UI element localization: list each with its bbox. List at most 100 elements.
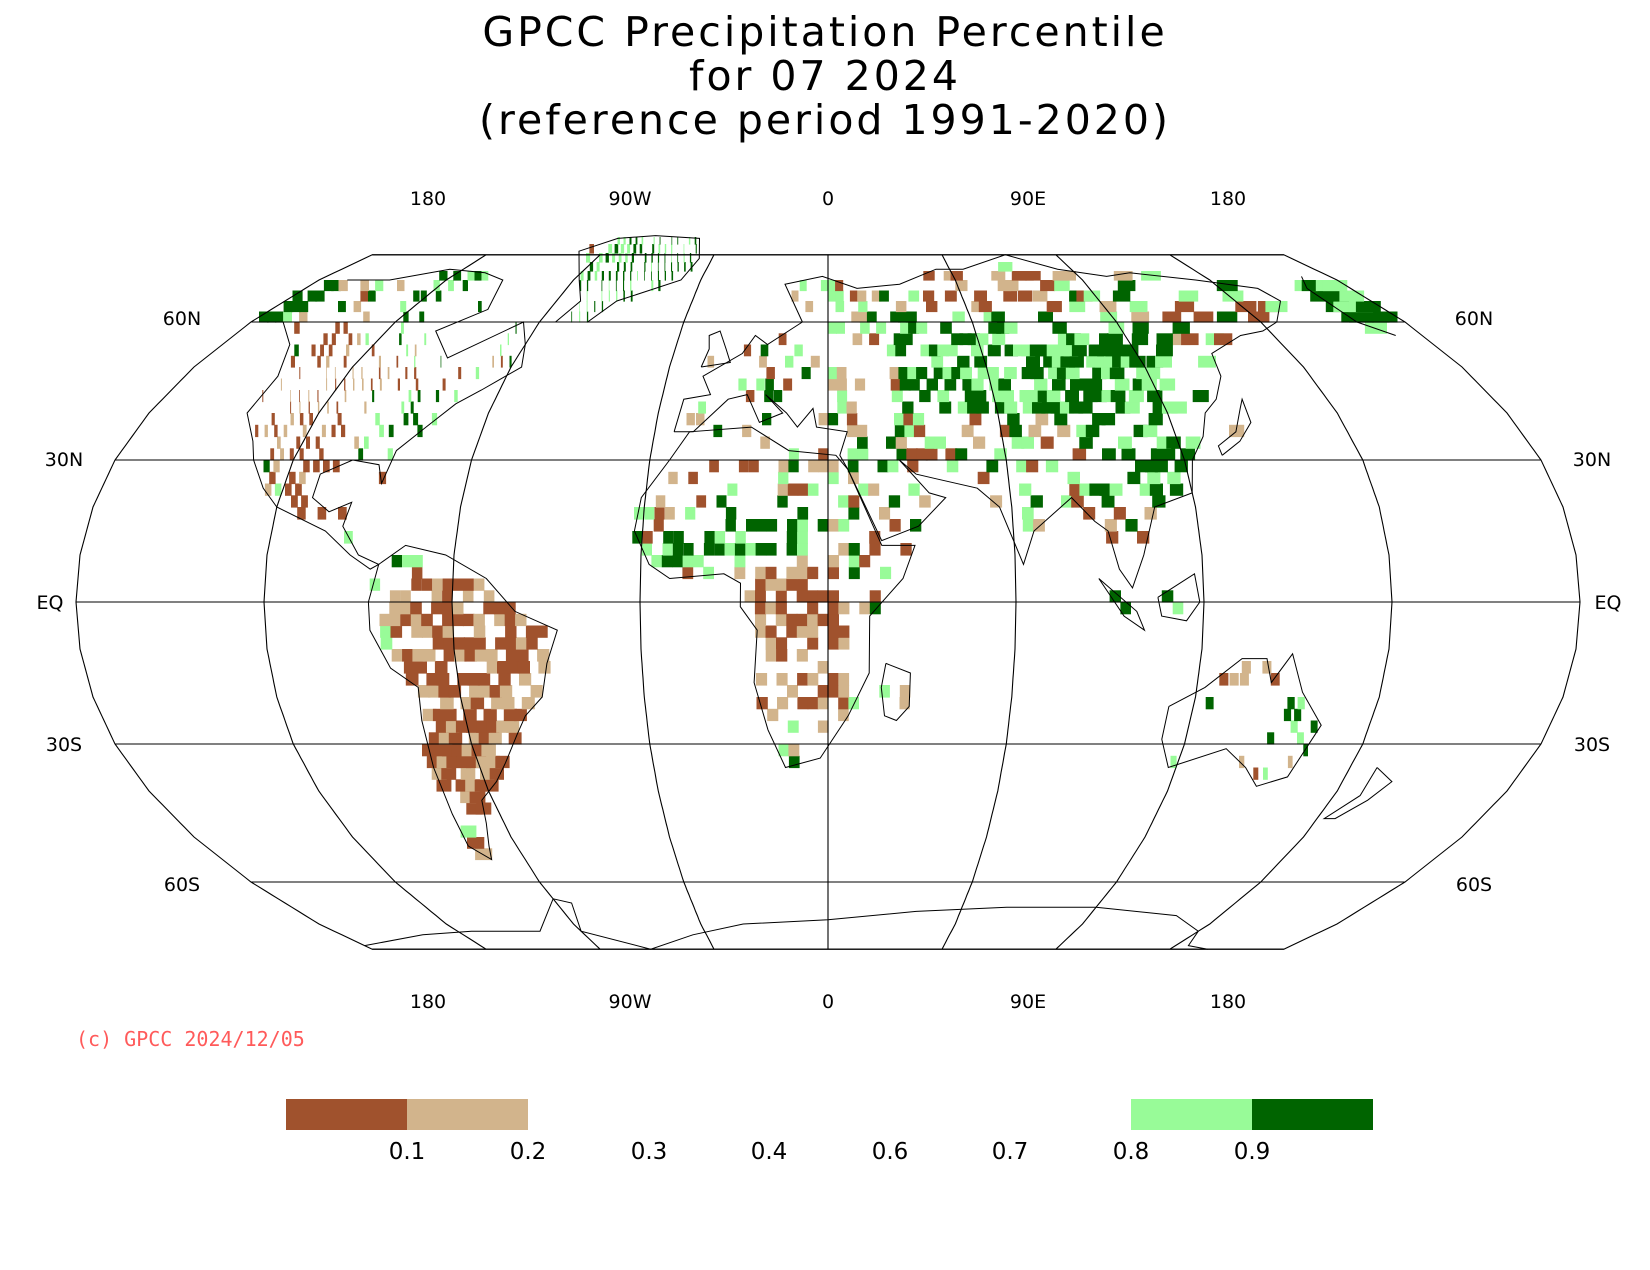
- precip-cell: [668, 471, 678, 485]
- precip-cell: [617, 262, 620, 272]
- precip-cell: [378, 471, 387, 485]
- precip-cell: [886, 344, 898, 357]
- precip-cell: [473, 625, 486, 638]
- precip-cell: [879, 685, 890, 698]
- precip-cell: [462, 590, 474, 603]
- precip-cell: [291, 301, 301, 313]
- precip-cell: [401, 401, 405, 414]
- precip-cell: [319, 448, 324, 461]
- coastline-segment: [1322, 767, 1393, 820]
- precip-cell: [1216, 280, 1238, 292]
- precip-cell: [1097, 344, 1113, 357]
- precip-cell: [414, 355, 416, 368]
- precip-cell: [1267, 732, 1275, 745]
- precip-cell: [734, 543, 746, 556]
- precip-cell: [683, 244, 685, 254]
- precip-cell: [778, 471, 789, 485]
- precip-cell: [755, 566, 767, 580]
- precip-cell: [849, 290, 859, 302]
- precip-cell: [744, 590, 756, 603]
- precip-cell: [838, 519, 850, 532]
- precip-cell: [1287, 697, 1295, 710]
- lon-label-bottom-0: 0: [822, 991, 834, 1013]
- meridian-line: [1169, 254, 1393, 950]
- precip-cell: [807, 637, 819, 650]
- precip-cell: [323, 333, 328, 346]
- precip-cell: [848, 507, 860, 520]
- precip-cell: [530, 685, 543, 698]
- precip-cell: [1009, 424, 1022, 438]
- precip-cell: [453, 271, 462, 281]
- coastline-segment: [673, 254, 1282, 589]
- precip-cell: [623, 290, 625, 302]
- precip-cell: [933, 367, 946, 380]
- precip-cell: [634, 507, 644, 520]
- precip-cell: [596, 262, 600, 272]
- precip-cell: [1169, 483, 1184, 496]
- precip-cell: [432, 578, 443, 591]
- precip-cell: [1112, 290, 1131, 302]
- precip-cell: [587, 271, 591, 281]
- precip-cell: [478, 301, 482, 313]
- precip-cell: [683, 543, 694, 556]
- precip-cell: [764, 390, 773, 403]
- coastline-segment: [1157, 572, 1201, 622]
- precip-cell: [939, 401, 952, 414]
- precip-cell: [975, 333, 989, 346]
- precip-cell: [1043, 355, 1058, 368]
- precip-cell: [765, 649, 777, 662]
- precip-cell: [759, 355, 767, 368]
- precip-cell: [797, 697, 809, 710]
- precip-cell: [291, 495, 298, 508]
- precip-cell: [467, 271, 475, 281]
- precip-cell: [371, 344, 375, 357]
- precip-cell: [453, 637, 465, 650]
- precip-cell: [633, 244, 637, 254]
- precip-cell: [677, 253, 679, 263]
- precip-cell: [421, 625, 434, 638]
- precip-cell: [473, 613, 485, 627]
- precip-cell: [283, 311, 292, 323]
- precip-cell: [847, 424, 858, 438]
- precip-cell: [828, 602, 839, 615]
- precip-cell: [664, 253, 666, 263]
- precip-cell: [838, 495, 849, 508]
- precip-cell: [854, 378, 866, 391]
- precip-cell: [641, 237, 644, 245]
- precip-cell: [910, 519, 922, 532]
- precip-cell: [443, 708, 457, 722]
- precip-cell: [460, 697, 474, 710]
- precip-cell: [661, 555, 673, 568]
- precip-cell: [738, 460, 749, 473]
- precip-cell: [441, 602, 454, 615]
- precip-cell: [828, 685, 839, 698]
- precip-cell: [262, 390, 264, 403]
- precip-cell: [805, 301, 814, 313]
- precip-cell: [760, 436, 770, 449]
- precip-cell: [1040, 280, 1056, 292]
- precip-cell: [773, 390, 783, 403]
- precip-cell: [894, 424, 906, 438]
- precip-cell: [387, 367, 390, 380]
- precip-cell: [414, 661, 427, 674]
- precip-cell: [338, 280, 348, 292]
- precip-cell: [858, 301, 868, 313]
- precip-cell: [999, 424, 1013, 438]
- precip-cell: [289, 448, 294, 461]
- precip-cell: [1167, 471, 1181, 485]
- precip-cell: [908, 483, 920, 496]
- precip-cell: [817, 685, 829, 698]
- precip-cell: [417, 390, 421, 403]
- precip-cell: [315, 290, 325, 302]
- precip-cell: [796, 649, 808, 662]
- precip-cell: [685, 507, 696, 520]
- precip-cell: [651, 262, 652, 272]
- precip-cell: [492, 355, 494, 368]
- precip-cell: [414, 367, 417, 380]
- precip-cell: [457, 673, 470, 686]
- precip-cell: [1222, 290, 1244, 302]
- precip-cell: [397, 280, 405, 292]
- precip-cell: [516, 649, 529, 662]
- precip-cell: [846, 401, 857, 414]
- precip-cell: [313, 460, 320, 473]
